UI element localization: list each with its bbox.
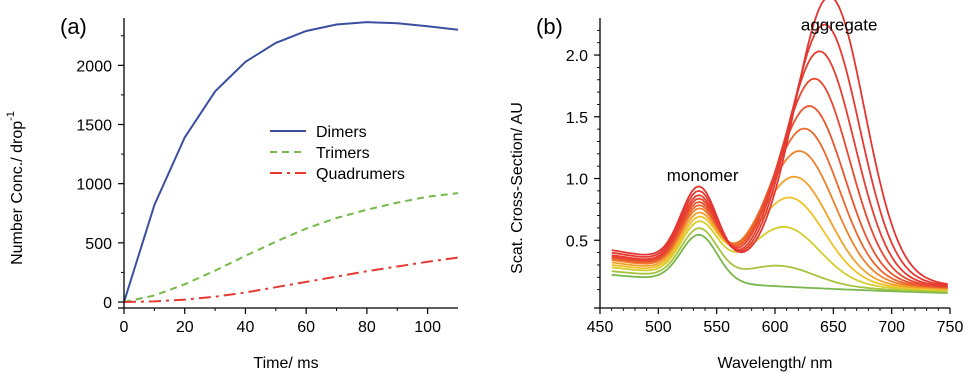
panel-b-x-tick-label: 750 [937, 319, 964, 336]
legend-label-dimers: Dimers [316, 124, 367, 141]
panel-a-x-tick-label: 100 [414, 319, 441, 336]
panel-a-label: (a) [60, 14, 87, 39]
spectrum-curve [611, 150, 948, 289]
annotation-monomer: monomer [667, 166, 739, 185]
legend-label-quadrumers: Quadrumers [316, 166, 405, 183]
panel-b-y-tick-label: 0.5 [566, 233, 588, 250]
series-line-quadrumers [123, 256, 459, 303]
panel-b: (b) 450 500 550 600 650 700 750 0.5 1.0 1.5 2.0 Wa… [509, 0, 963, 372]
spectrum-curve [611, 220, 948, 292]
panel-b-plot-area [611, 0, 948, 294]
spectrum-curve [611, 227, 948, 293]
spectrum-curve [611, 233, 948, 294]
panel-a-legend: Dimers Trimers Quadrumers [270, 124, 405, 183]
panel-a-y-axis-title-group: Number Conc./ drop-1 [5, 111, 26, 265]
spectrum-curve [611, 0, 948, 285]
panel-a-x-tick-label: 40 [237, 319, 255, 336]
panel-b-y-tick-label: 1.5 [566, 110, 588, 127]
panel-b-annotations: monomer aggregate [667, 15, 878, 185]
panel-a-y-tick-label: 2000 [76, 58, 112, 75]
spectrum-curve [611, 50, 948, 288]
panel-b-y-tick-label: 1.0 [566, 172, 588, 189]
panel-b-x-tick-label: 500 [645, 319, 672, 336]
panel-a-plot-area [123, 21, 459, 303]
panel-a-x-axis-title: Time/ ms [253, 355, 318, 372]
panel-a-x-tick-label: 0 [120, 319, 129, 336]
panel-a-y-tick-label: 500 [85, 236, 112, 253]
legend-label-trimers: Trimers [316, 145, 370, 162]
spectrum-curve [611, 196, 948, 291]
panel-b-x-tick-label: 450 [587, 319, 614, 336]
panel-a-y-axis-title: Number Conc./ drop-1 [5, 111, 26, 265]
panel-b-x-axis-title: Wavelength/ nm [717, 355, 832, 372]
panel-a-x-tick-label: 20 [176, 319, 194, 336]
panel-a-x-tick-label: 60 [297, 319, 315, 336]
panel-a-y-axis-title-text: Number Conc./ drop [9, 121, 26, 265]
annotation-aggregate: aggregate [801, 15, 878, 34]
panel-a-y-tick-label: 1000 [76, 177, 112, 194]
panel-b-y-axis-title: Scat. Cross-Section/ AU [509, 102, 526, 274]
panel-b-axes: 450 500 550 600 650 700 750 0.5 1.0 1.5 2.0 [566, 18, 964, 336]
spectrum-curve [611, 23, 948, 287]
series-line-trimers [123, 192, 459, 303]
panel-a-x-tick-label: 80 [358, 319, 376, 336]
panel-b-x-tick-label: 650 [820, 319, 847, 336]
panel-b-y-tick-label: 2.0 [566, 48, 588, 65]
panel-a-y-tick-label: 0 [103, 295, 112, 312]
series-line-dimers [123, 21, 459, 303]
panel-b-label: (b) [536, 14, 563, 39]
spectrum-curve [611, 175, 948, 290]
panel-b-x-tick-label: 700 [878, 319, 905, 336]
panel-a-y-tick-label: 1500 [76, 118, 112, 135]
panel-b-y-axis-title-group: Scat. Cross-Section/ AU [509, 102, 526, 274]
panel-b-x-tick-label: 600 [762, 319, 789, 336]
panel-a-y-axis-title-superscript: -1 [5, 111, 17, 121]
panel-b-x-tick-label: 550 [703, 319, 730, 336]
